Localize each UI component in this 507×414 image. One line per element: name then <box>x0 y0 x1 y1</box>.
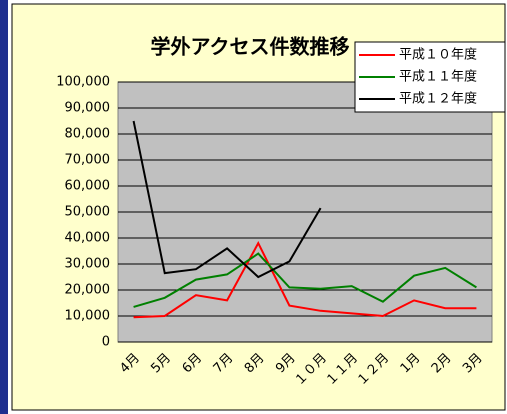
left-strip <box>0 0 8 414</box>
y-tick-label: 100,000 <box>56 75 110 90</box>
series-line <box>133 252 477 308</box>
y-tick-label: 30,000 <box>65 257 111 272</box>
legend-label: 平成１０年度 <box>399 47 477 63</box>
y-tick-label: 50,000 <box>65 205 111 220</box>
series-line <box>132 120 322 279</box>
chart-title: 学外アクセス件数推移 <box>151 35 350 59</box>
legend-label: 平成１１年度 <box>399 69 477 85</box>
y-tick-label: 40,000 <box>65 231 111 246</box>
y-tick-label: 10,000 <box>65 309 111 324</box>
legend-label: 平成１２年度 <box>399 91 477 107</box>
y-tick-label: 20,000 <box>65 283 111 298</box>
y-tick-label: 90,000 <box>65 101 111 116</box>
y-tick-label: 80,000 <box>65 127 111 142</box>
series-line <box>133 241 477 319</box>
y-tick-label: 0 <box>102 335 110 350</box>
y-tick-label: 60,000 <box>65 179 111 194</box>
y-tick-label: 70,000 <box>65 153 111 168</box>
